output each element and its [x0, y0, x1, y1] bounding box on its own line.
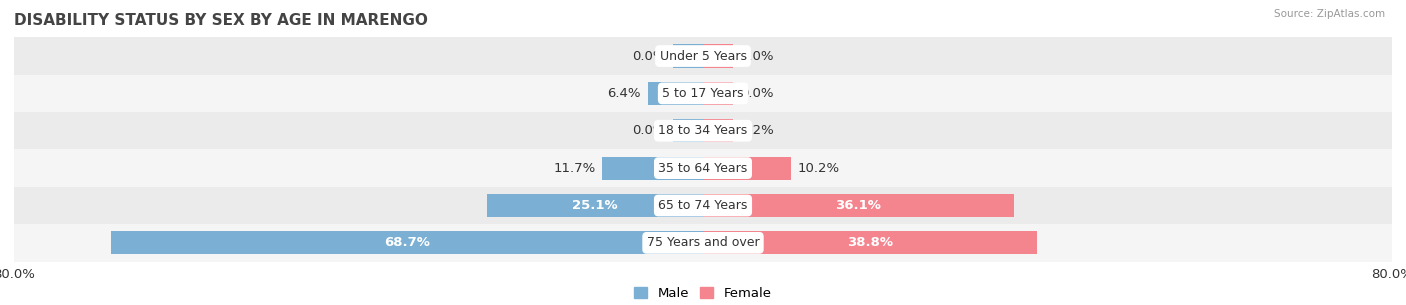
Bar [111, 231, 703, 254]
Text: 75 Years and over: 75 Years and over [647, 236, 759, 249]
Legend: Male, Female: Male, Female [628, 282, 778, 305]
Bar [703, 156, 790, 180]
Bar [14, 187, 1392, 224]
Text: 0.0%: 0.0% [633, 49, 666, 63]
Text: 11.7%: 11.7% [553, 162, 595, 175]
Bar [673, 45, 703, 68]
Bar [602, 156, 703, 180]
Bar [14, 75, 1392, 112]
Text: 65 to 74 Years: 65 to 74 Years [658, 199, 748, 212]
Text: Source: ZipAtlas.com: Source: ZipAtlas.com [1274, 9, 1385, 19]
Text: 35 to 64 Years: 35 to 64 Years [658, 162, 748, 175]
Bar [703, 231, 1038, 254]
Text: 0.0%: 0.0% [633, 124, 666, 137]
Bar [703, 45, 733, 68]
Bar [486, 194, 703, 217]
Bar [703, 82, 733, 105]
Bar [648, 82, 703, 105]
Text: 38.8%: 38.8% [846, 236, 893, 249]
Text: 10.2%: 10.2% [797, 162, 839, 175]
Bar [14, 37, 1392, 75]
Text: DISABILITY STATUS BY SEX BY AGE IN MARENGO: DISABILITY STATUS BY SEX BY AGE IN MAREN… [14, 13, 427, 28]
Text: 2.2%: 2.2% [740, 124, 773, 137]
Text: 18 to 34 Years: 18 to 34 Years [658, 124, 748, 137]
Text: 5 to 17 Years: 5 to 17 Years [662, 87, 744, 100]
Text: 6.4%: 6.4% [607, 87, 641, 100]
Bar [703, 119, 733, 142]
Text: 0.0%: 0.0% [740, 49, 773, 63]
Text: 25.1%: 25.1% [572, 199, 617, 212]
Text: 36.1%: 36.1% [835, 199, 882, 212]
Text: Under 5 Years: Under 5 Years [659, 49, 747, 63]
Text: 0.0%: 0.0% [740, 87, 773, 100]
Text: 68.7%: 68.7% [384, 236, 430, 249]
Bar [703, 194, 1014, 217]
Bar [14, 224, 1392, 262]
Bar [673, 119, 703, 142]
Bar [14, 149, 1392, 187]
Bar [14, 112, 1392, 149]
